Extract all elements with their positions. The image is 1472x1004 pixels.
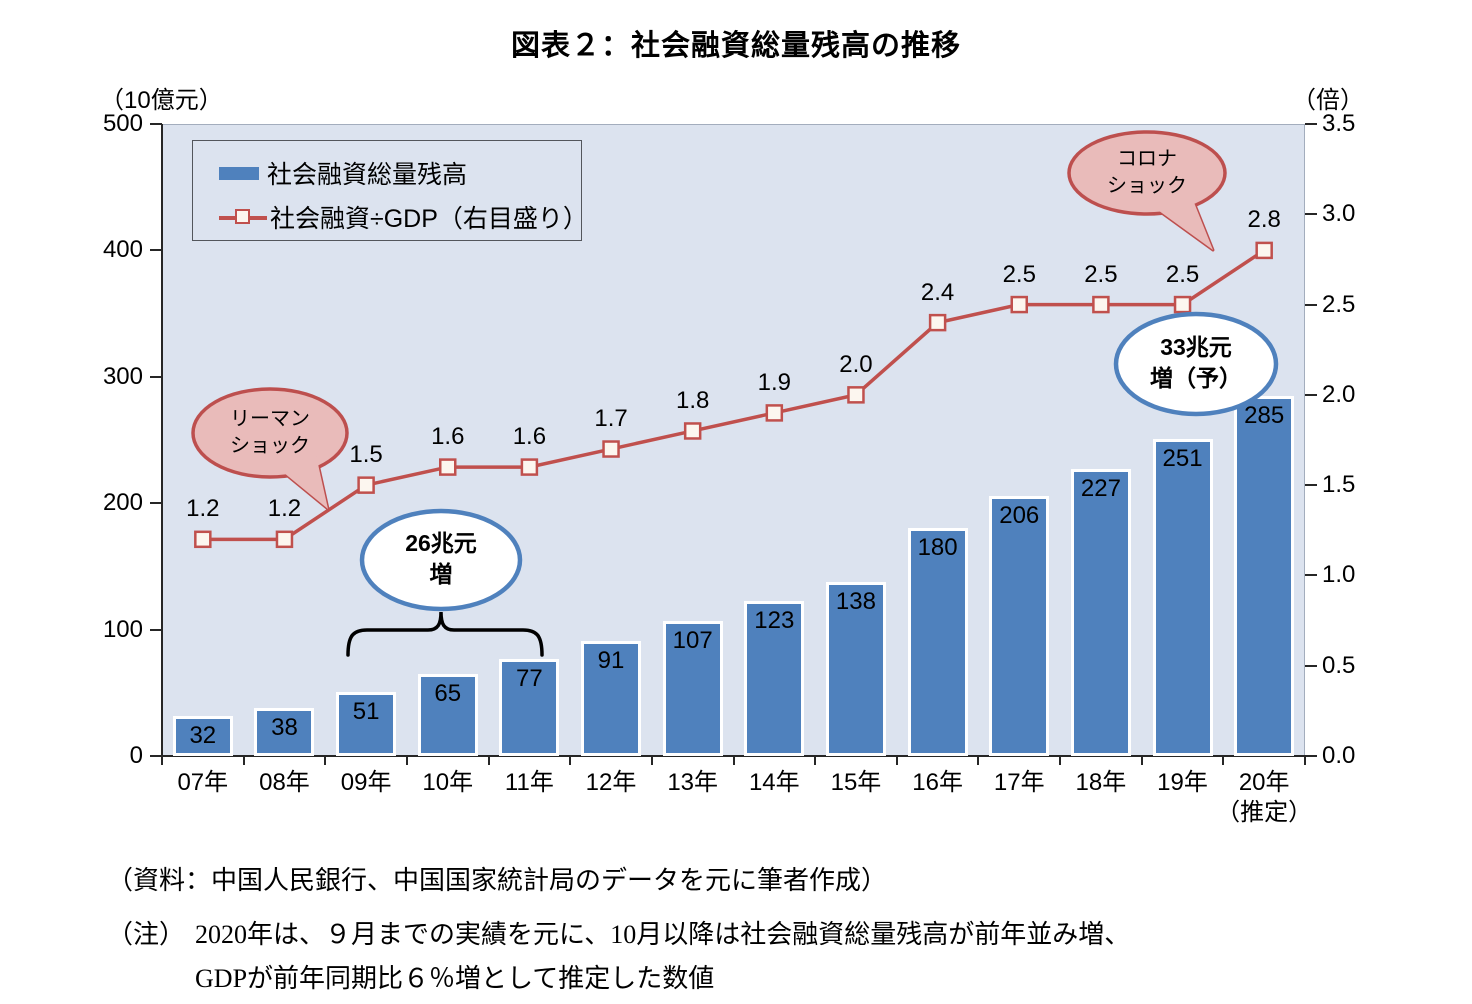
x-axis-tick-mark [814,757,817,765]
x-axis-category-label: 12年 [585,769,637,796]
y-axis-tick-left-label: 0 [129,742,143,769]
y-axis-tick-right-mark [1305,664,1317,667]
y-axis-tick-right-mark [1305,213,1317,216]
y-axis-tick-right-label: 1.0 [1322,561,1356,589]
x-axis-tick-mark [732,757,735,765]
x-axis-tick-mark [324,757,327,765]
x-axis-category-suffix: （推定） [1216,799,1313,826]
note-line1: 2020年は、９月までの実績を元に、10月以降は社会融資総量残高が前年並み増、 [195,920,1131,949]
y-axis-tick-right-mark [1305,393,1317,396]
x-axis-category-label: 20年 （推定） [1216,769,1313,826]
y-axis-tick-left-label: 400 [102,236,143,264]
x-axis-tick-mark [161,757,163,765]
x-axis-tick-mark [569,757,572,765]
source-note: （資料：中国人民銀行、中国国家統計局のデータを元に筆者作成） [107,866,888,895]
y-axis-tick-right-mark [1305,123,1317,125]
y-axis-tick-right-mark [1305,574,1317,577]
y-axis-tick-right-mark [1305,484,1317,487]
left-axis-unit-label: （10億元） [100,87,223,114]
y-axis-tick-left-label: 300 [102,362,143,390]
note-line2: GDPが前年同期比６％増として推定した数値 [195,964,715,993]
x-axis-tick-mark [1140,757,1143,765]
x-axis-tick-mark [1059,757,1062,765]
estimation-note: （注） 2020年は、９月までの実績を元に、10月以降は社会融資総量残高が前年並… [107,913,1130,1001]
x-axis-tick-mark [895,757,898,765]
chart-title: 図表２：社会融資総量残高の推移 [510,30,961,62]
x-axis-category-label: 18年 [1075,769,1127,796]
y-axis-tick-right-label: 0.0 [1322,742,1356,769]
x-axis-tick-mark [242,757,245,765]
y-axis-tick-right-label: 3.0 [1322,200,1356,228]
x-axis-category-label: 09年 [340,769,392,796]
x-axis-category-label: 08年 [259,769,310,796]
y-axis-tick-right-label: 2.0 [1322,380,1356,408]
note-label: （注） [107,920,186,949]
x-axis-tick-mark [650,757,653,765]
y-axis-tick-right-mark [1305,303,1317,306]
x-axis-category-label: 19年 [1157,769,1208,796]
right-axis-unit-label: （倍） [1292,87,1364,114]
x-axis-category-label: 07年 [177,769,229,796]
x-axis-category-label: 14年 [748,769,800,796]
x-axis-category-label: 10年 [422,769,474,796]
x-axis-tick-mark [1304,757,1306,765]
y-axis-tick-left-label: 200 [102,489,143,517]
x-axis-tick-mark [405,757,408,765]
y-axis-tick-right-mark [1305,755,1317,757]
x-axis-tick-mark [1222,757,1225,765]
x-axis-category-label: 15年 [830,769,882,796]
y-axis-tick-right-label: 1.5 [1322,471,1356,499]
x-axis-category-label: 16年 [912,769,963,796]
x-axis-tick-mark [977,757,980,765]
y-axis-tick-right-label: 0.5 [1322,651,1356,679]
x-axis-category-label: 11年 [504,769,554,796]
left-axis-line [161,124,163,757]
y-axis-tick-right-label: 2.5 [1322,290,1356,318]
x-axis-category-label: 13年 [667,769,719,796]
x-axis-category-label: 17年 [993,769,1045,796]
x-axis-tick-mark [487,757,490,765]
bottom-axis-line [161,755,1306,757]
y-axis-tick-left-label: 100 [102,615,143,643]
plot-area [162,124,1305,756]
